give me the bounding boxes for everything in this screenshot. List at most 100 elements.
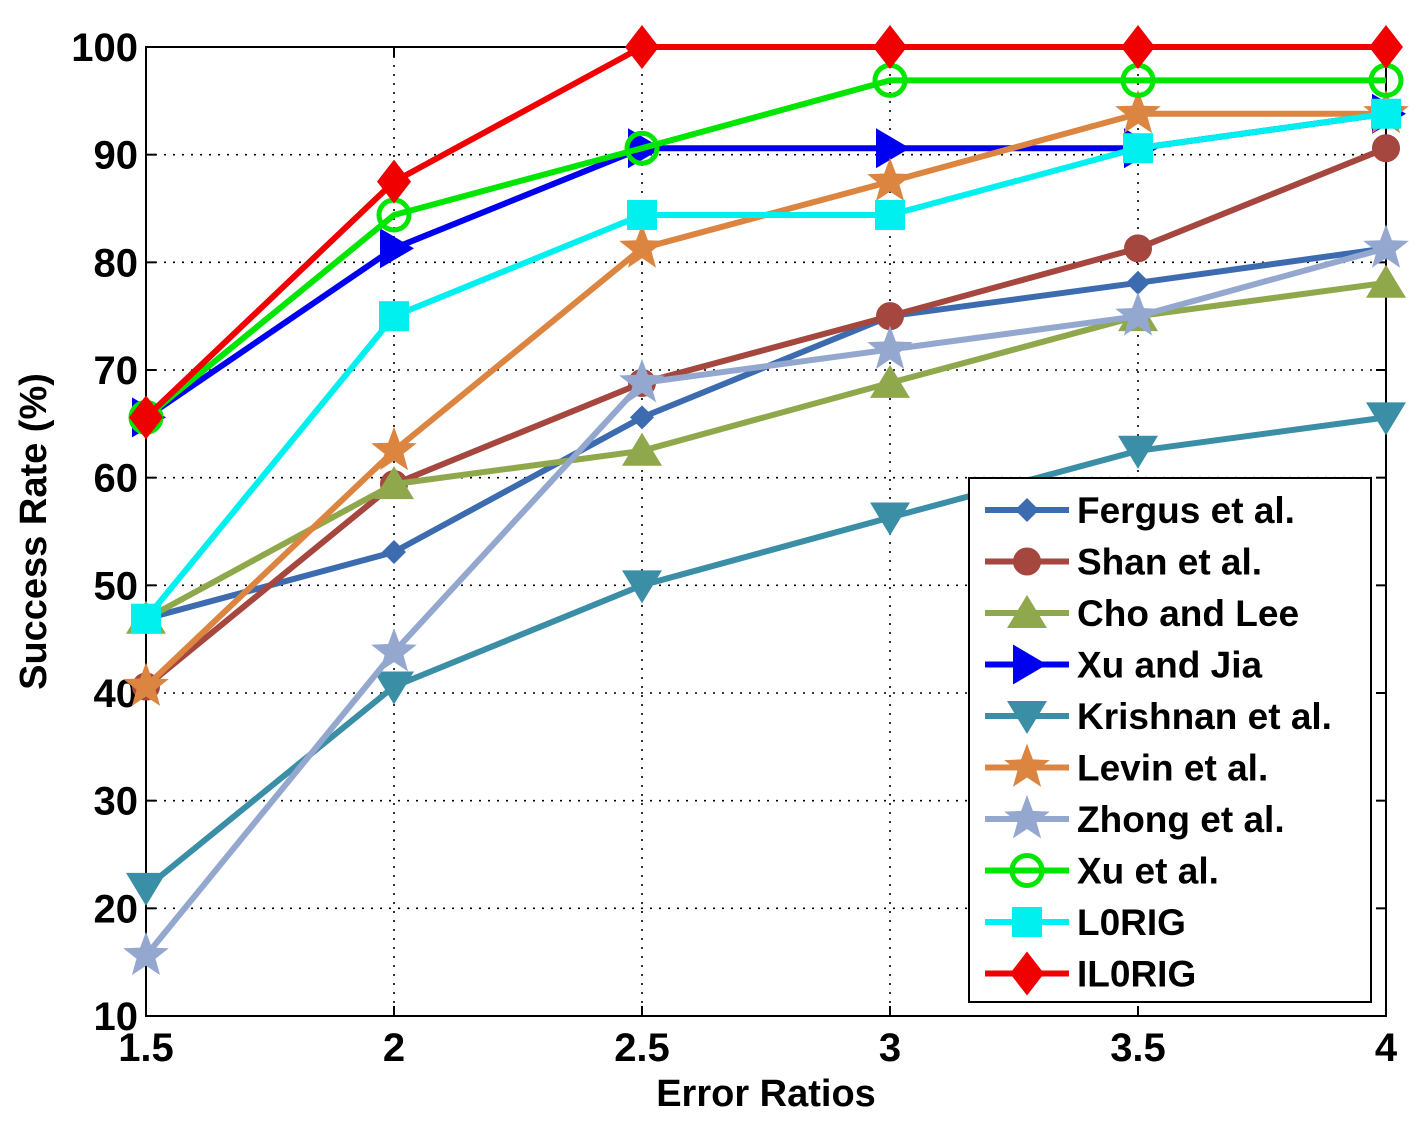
- legend-label: Levin et al.: [1077, 748, 1268, 789]
- legend-item: L0RIG: [985, 902, 1186, 943]
- data-point: [371, 426, 417, 471]
- series-line: [143, 245, 1387, 958]
- y-tick-label: 10: [94, 995, 139, 1039]
- y-tick-label: 30: [94, 780, 139, 824]
- data-point: [1115, 292, 1161, 336]
- data-point: [1372, 134, 1400, 163]
- data-point: [870, 502, 910, 536]
- series-3: [132, 93, 1406, 438]
- data-point: [380, 228, 414, 269]
- data-point: [627, 199, 657, 230]
- series-6: [123, 224, 1409, 976]
- series-line: [144, 414, 1387, 891]
- series-line: [144, 145, 1388, 689]
- data-point: [619, 224, 665, 268]
- legend-marker: [1013, 547, 1041, 576]
- legend-marker: [1010, 951, 1044, 996]
- y-tick-label: 60: [94, 457, 139, 501]
- legend-item: Levin et al.: [985, 743, 1268, 789]
- data-point: [1366, 264, 1406, 298]
- data-point: [867, 157, 913, 201]
- data-point: [1123, 133, 1153, 164]
- legend-item: Xu and Jia: [985, 644, 1262, 686]
- legend-marker: [1015, 498, 1039, 522]
- y-tick-label: 40: [94, 672, 139, 716]
- data-point: [382, 539, 406, 564]
- legend-label: Fergus et al.: [1077, 490, 1295, 531]
- y-tick-label: 20: [94, 887, 139, 931]
- series-9: [129, 25, 1403, 440]
- legend-label: Cho and Lee: [1077, 593, 1299, 634]
- series-line: [143, 110, 1387, 621]
- x-tick-label: 2.5: [614, 1026, 670, 1070]
- data-point: [870, 364, 910, 398]
- data-point: [624, 130, 660, 166]
- x-tick-label: 3: [879, 1026, 901, 1070]
- data-point: [131, 603, 161, 634]
- series-line: [144, 279, 1387, 622]
- x-axis-title: Error Ratios: [656, 1073, 876, 1115]
- data-point: [619, 358, 665, 403]
- data-point: [622, 432, 662, 466]
- legend-label: IL0RIG: [1077, 954, 1196, 995]
- y-tick-label: 80: [94, 241, 139, 285]
- y-tick-label: 70: [94, 349, 139, 393]
- legend-label: Zhong et al.: [1077, 799, 1285, 840]
- data-point: [377, 159, 411, 204]
- data-point: [123, 931, 169, 976]
- data-point: [1366, 402, 1406, 436]
- data-point: [875, 199, 905, 230]
- legend-item: Zhong et al.: [985, 795, 1285, 840]
- data-point: [374, 671, 414, 705]
- legend-label: Xu and Jia: [1077, 645, 1262, 686]
- legend-marker: [1007, 595, 1047, 628]
- data-point: [123, 662, 169, 706]
- x-tick-label: 4: [1375, 1026, 1398, 1070]
- data-point: [876, 128, 910, 169]
- legend-label: Xu et al.: [1077, 851, 1219, 892]
- legend-item: Krishnan et al.: [985, 696, 1332, 737]
- data-point: [867, 325, 913, 369]
- y-tick-label: 90: [94, 134, 139, 178]
- data-point: [873, 25, 907, 69]
- data-point: [129, 395, 163, 440]
- legend-marker: [1013, 644, 1047, 685]
- series-line: [143, 44, 1386, 420]
- series-lines: [123, 25, 1409, 976]
- data-point: [1124, 234, 1152, 263]
- legend-marker: [1012, 907, 1042, 937]
- legend-marker: [1007, 701, 1047, 734]
- data-point: [374, 466, 414, 500]
- data-point: [1363, 224, 1409, 268]
- legend-item: Shan et al.: [985, 542, 1262, 583]
- data-point: [1369, 25, 1403, 69]
- series-7: [128, 62, 1404, 435]
- data-point: [1115, 89, 1161, 134]
- x-tick-label: 1.5: [118, 1026, 174, 1070]
- data-point: [876, 302, 904, 331]
- series-4: [126, 402, 1406, 906]
- x-tick-label: 3.5: [1110, 1026, 1166, 1070]
- y-tick-label: 100: [71, 26, 138, 70]
- legend-marker: [1009, 853, 1045, 888]
- series-line: [144, 77, 1386, 420]
- data-point: [630, 405, 654, 430]
- y-axis-title: Success Rate (%): [13, 373, 55, 690]
- data-point: [1126, 270, 1150, 295]
- legend-marker: [1004, 795, 1050, 839]
- series-8: [131, 98, 1401, 634]
- legend-marker: [1004, 743, 1050, 787]
- legend-label: Shan et al.: [1077, 542, 1262, 583]
- legend-label: L0RIG: [1077, 902, 1186, 943]
- data-point: [379, 301, 409, 332]
- data-point: [1118, 435, 1158, 469]
- legend: Fergus et al. Shan et al. Cho and Lee Xu an…: [968, 477, 1372, 1003]
- legend-item: Xu et al.: [985, 851, 1219, 892]
- legend-item: Fergus et al.: [985, 490, 1295, 531]
- data-point: [625, 25, 659, 69]
- data-point: [126, 872, 166, 906]
- data-point: [622, 570, 662, 604]
- legend-label: Krishnan et al.: [1077, 696, 1332, 737]
- legend-item: Cho and Lee: [985, 593, 1299, 634]
